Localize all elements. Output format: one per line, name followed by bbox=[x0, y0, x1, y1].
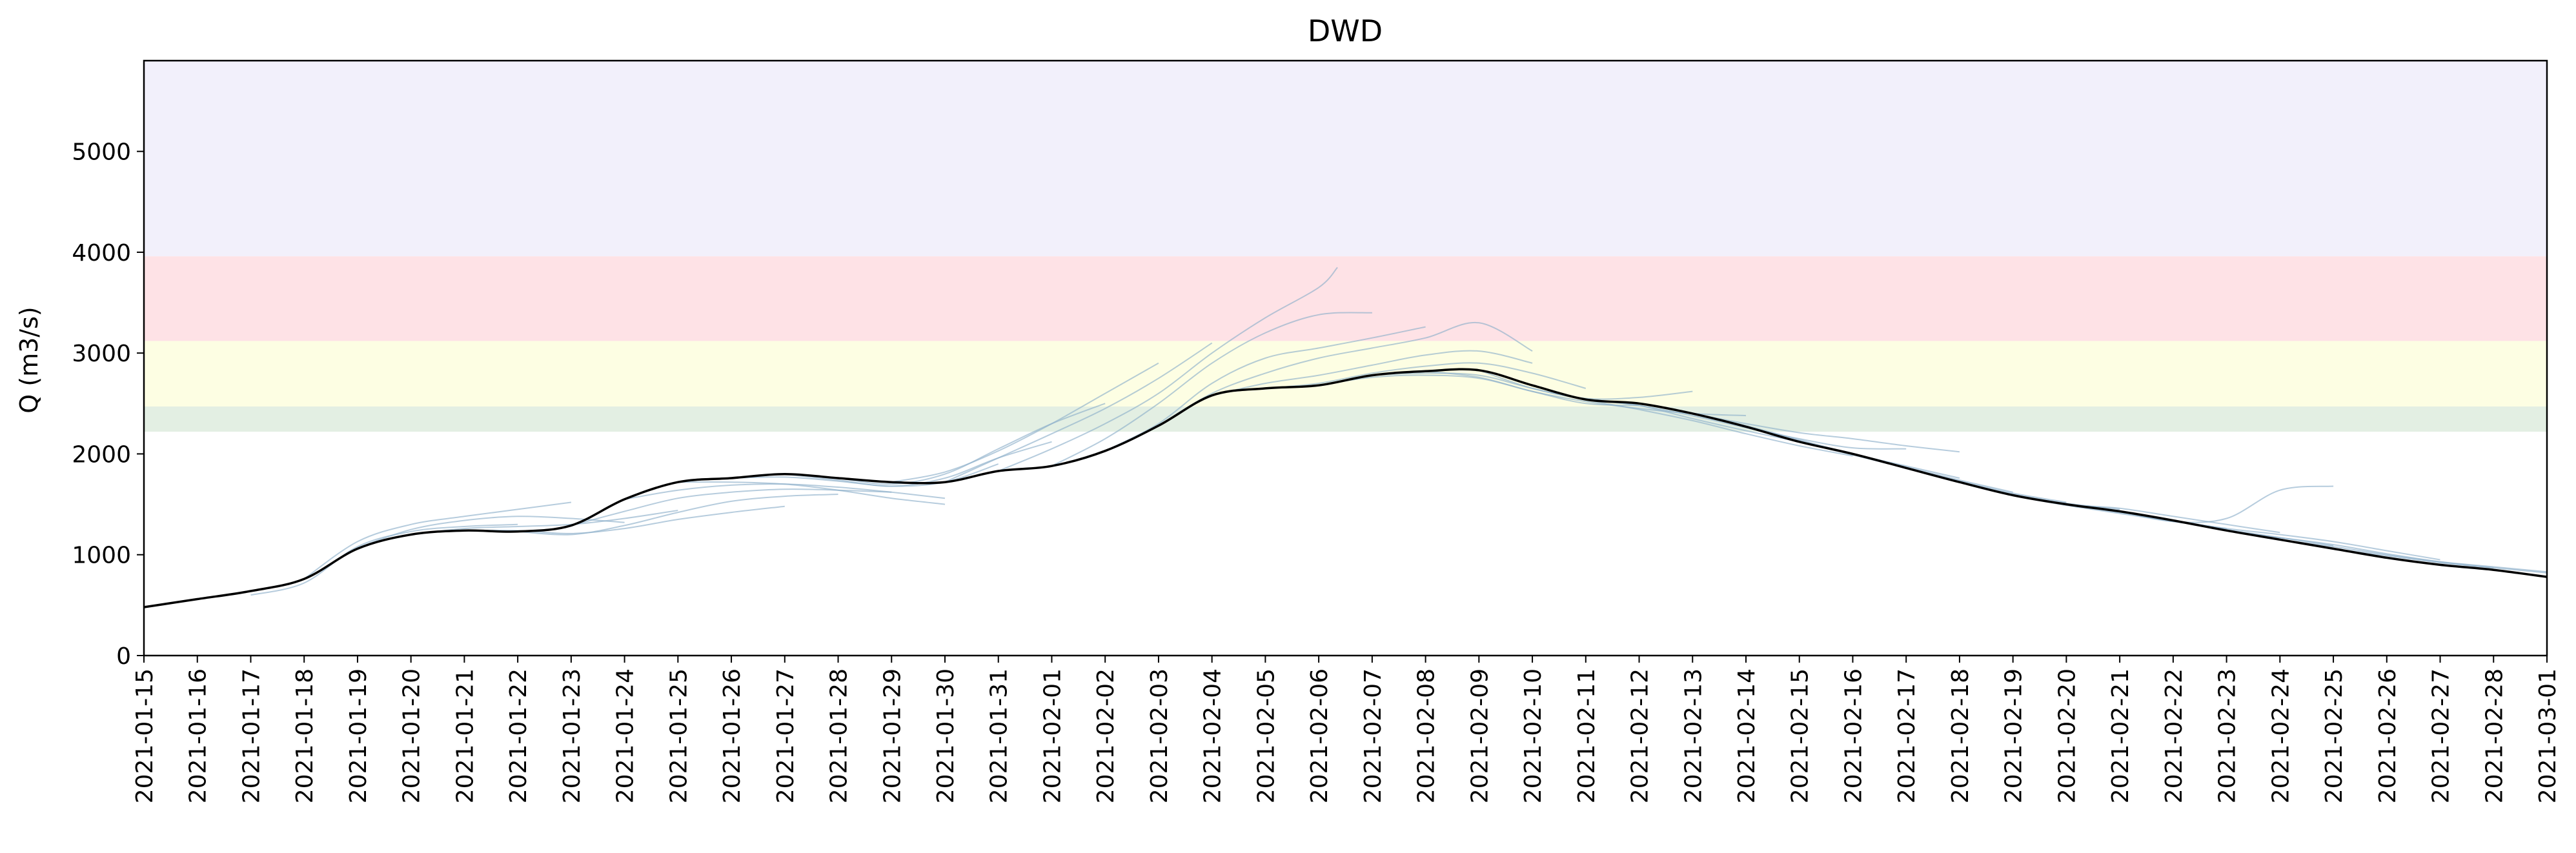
x-tick-label-42: 2021-02-26 bbox=[2375, 668, 2401, 803]
x-tick-label-0: 2021-01-15 bbox=[132, 668, 158, 803]
x-tick-label-36: 2021-02-20 bbox=[2054, 668, 2080, 803]
x-tick-label-17: 2021-02-01 bbox=[1040, 668, 1066, 803]
threshold-band-3 bbox=[144, 256, 2547, 341]
threshold-band-4 bbox=[144, 61, 2547, 256]
x-tick-label-26: 2021-02-10 bbox=[1520, 668, 1547, 803]
x-tick-label-12: 2021-01-27 bbox=[773, 668, 799, 803]
x-tick-label-22: 2021-02-06 bbox=[1306, 668, 1333, 803]
forecast-line-2 bbox=[304, 503, 571, 579]
x-tick-label-38: 2021-02-22 bbox=[2161, 668, 2187, 803]
x-tick-label-14: 2021-01-29 bbox=[879, 668, 906, 803]
x-tick-label-2: 2021-01-17 bbox=[239, 668, 265, 803]
x-tick-label-33: 2021-02-17 bbox=[1894, 668, 1920, 803]
x-tick-label-10: 2021-01-25 bbox=[665, 668, 692, 803]
x-tick-label-21: 2021-02-05 bbox=[1253, 668, 1279, 803]
x-tick-label-39: 2021-02-23 bbox=[2215, 668, 2241, 803]
x-tick-label-35: 2021-02-19 bbox=[2001, 668, 2027, 803]
y-tick-label-1: 1000 bbox=[72, 543, 131, 569]
y-tick-label-5: 5000 bbox=[72, 139, 131, 166]
y-axis-label: Q (m3/s) bbox=[15, 306, 43, 413]
x-tick-label-13: 2021-01-28 bbox=[826, 668, 853, 803]
forecast-line-36 bbox=[2173, 521, 2440, 560]
x-tick-label-8: 2021-01-23 bbox=[559, 668, 585, 803]
x-tick-label-45: 2021-03-01 bbox=[2535, 668, 2561, 803]
x-tick-label-31: 2021-02-15 bbox=[1787, 668, 1814, 803]
x-tick-label-11: 2021-01-26 bbox=[719, 668, 745, 803]
threshold-band-1 bbox=[144, 406, 2547, 432]
x-tick-label-1: 2021-01-16 bbox=[185, 668, 212, 803]
chart-title: DWD bbox=[1308, 14, 1383, 48]
x-tick-label-25: 2021-02-09 bbox=[1466, 668, 1493, 803]
x-tick-label-4: 2021-01-19 bbox=[345, 668, 372, 803]
forecast-line-6 bbox=[518, 494, 838, 535]
x-tick-label-27: 2021-02-11 bbox=[1574, 668, 1600, 803]
y-tick-label-4: 4000 bbox=[72, 240, 131, 266]
x-tick-label-41: 2021-02-25 bbox=[2321, 668, 2348, 803]
x-tick-label-24: 2021-02-08 bbox=[1414, 668, 1440, 803]
x-tick-label-30: 2021-02-14 bbox=[1734, 668, 1760, 803]
threshold-band-2 bbox=[144, 341, 2547, 406]
threshold-bands bbox=[144, 61, 2547, 432]
forecast-line-39 bbox=[2333, 548, 2547, 573]
x-tick-label-44: 2021-02-28 bbox=[2481, 668, 2508, 803]
x-tick-label-28: 2021-02-12 bbox=[1627, 668, 1654, 803]
x-tick-label-43: 2021-02-27 bbox=[2428, 668, 2455, 803]
x-tick-label-6: 2021-01-21 bbox=[452, 668, 478, 803]
x-tick-label-9: 2021-01-24 bbox=[613, 668, 639, 803]
x-tick-label-7: 2021-01-22 bbox=[505, 668, 532, 803]
forecast-line-7 bbox=[571, 489, 891, 525]
x-tick-label-37: 2021-02-21 bbox=[2107, 668, 2134, 803]
x-tick-label-3: 2021-01-18 bbox=[292, 668, 318, 803]
x-tick-label-23: 2021-02-07 bbox=[1360, 668, 1386, 803]
x-tick-label-40: 2021-02-24 bbox=[2267, 668, 2294, 803]
y-tick-label-3: 3000 bbox=[72, 341, 131, 367]
x-tick-label-15: 2021-01-30 bbox=[933, 668, 959, 803]
forecast-line-31 bbox=[1853, 454, 2120, 510]
x-tick-label-5: 2021-01-20 bbox=[399, 668, 425, 803]
x-tick-label-19: 2021-02-03 bbox=[1146, 668, 1173, 803]
x-tick-label-18: 2021-02-02 bbox=[1093, 668, 1119, 803]
x-tick-label-16: 2021-01-31 bbox=[986, 668, 1013, 803]
y-tick-label-0: 0 bbox=[116, 643, 131, 670]
forecast-line-37 bbox=[2227, 530, 2494, 568]
y-tick-label-2: 2000 bbox=[72, 441, 131, 468]
x-tick-label-32: 2021-02-16 bbox=[1841, 668, 1867, 803]
x-tick-label-29: 2021-02-13 bbox=[1680, 668, 1707, 803]
x-tick-label-20: 2021-02-04 bbox=[1200, 668, 1226, 803]
x-tick-label-34: 2021-02-18 bbox=[1947, 668, 1974, 803]
